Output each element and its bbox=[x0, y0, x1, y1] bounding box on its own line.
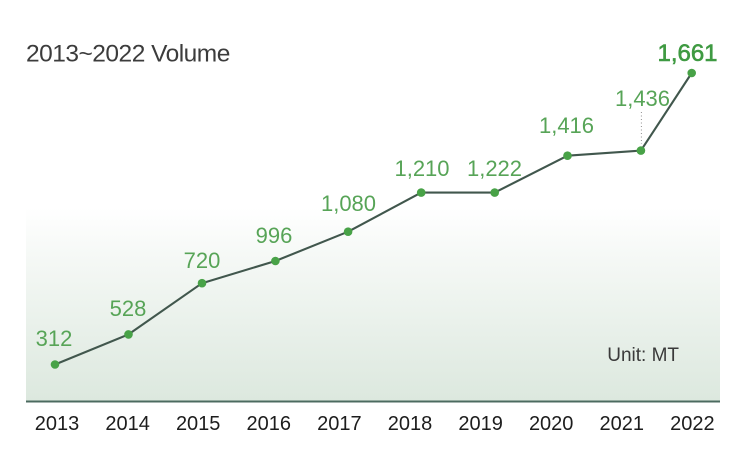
svg-text:528: 528 bbox=[110, 296, 147, 321]
svg-text:2020: 2020 bbox=[529, 413, 574, 435]
svg-text:2018: 2018 bbox=[388, 413, 433, 435]
svg-text:1,210: 1,210 bbox=[394, 156, 449, 181]
svg-text:996: 996 bbox=[256, 223, 293, 248]
svg-text:2014: 2014 bbox=[105, 413, 150, 435]
svg-text:1,416: 1,416 bbox=[539, 113, 594, 138]
svg-text:Unit: MT: Unit: MT bbox=[607, 345, 679, 366]
svg-text:2021: 2021 bbox=[600, 413, 645, 435]
svg-text:2017: 2017 bbox=[317, 413, 362, 435]
svg-text:2013: 2013 bbox=[35, 413, 80, 435]
svg-text:2019: 2019 bbox=[458, 413, 503, 435]
svg-text:312: 312 bbox=[36, 326, 73, 351]
svg-text:1,080: 1,080 bbox=[321, 191, 376, 216]
svg-text:2015: 2015 bbox=[176, 413, 221, 435]
svg-text:1,436: 1,436 bbox=[615, 86, 670, 111]
svg-text:2022: 2022 bbox=[670, 413, 715, 435]
svg-text:1,222: 1,222 bbox=[467, 156, 522, 181]
svg-text:720: 720 bbox=[184, 248, 221, 273]
svg-text:1,661: 1,661 bbox=[657, 40, 717, 67]
svg-text:2013~2022 Volume: 2013~2022 Volume bbox=[26, 41, 230, 68]
svg-text:2016: 2016 bbox=[247, 413, 292, 435]
